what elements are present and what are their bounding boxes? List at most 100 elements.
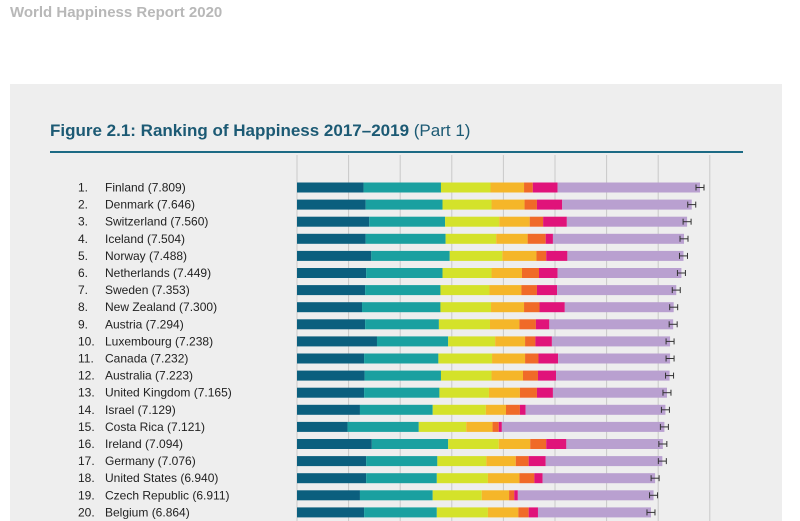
bar-segment	[501, 421, 665, 432]
country-label: Finland (7.809)	[105, 181, 186, 195]
bar-segment	[490, 182, 525, 193]
country-label: Australia (7.223)	[105, 369, 193, 383]
bar-segment	[552, 233, 684, 244]
bar-segment	[297, 456, 367, 467]
bar-segment	[481, 490, 510, 501]
bar-segment	[562, 199, 692, 210]
bar-segment	[297, 404, 360, 415]
bar-segment	[529, 216, 544, 227]
country-label: Belgium (6.864)	[105, 505, 190, 519]
country-label: Canada (7.232)	[105, 352, 188, 366]
bar-segment	[564, 302, 674, 313]
bar-segment	[440, 182, 491, 193]
bar-segment	[489, 285, 522, 296]
bar-segment	[365, 199, 443, 210]
bar-segment	[539, 302, 565, 313]
country-label: United Kingdom (7.165)	[105, 386, 232, 400]
country-label: Luxembourg (7.238)	[105, 334, 213, 348]
bar-segment	[297, 353, 365, 364]
bar-segment	[366, 268, 443, 278]
country-label: Costa Rica (7.121)	[105, 420, 205, 434]
bar-segment	[297, 182, 364, 193]
bar-segment	[297, 370, 365, 381]
title-rule	[50, 151, 743, 153]
bar-segment	[436, 507, 488, 518]
bar-segment	[505, 404, 520, 415]
bar-segment	[517, 490, 654, 501]
bar-segment	[519, 404, 526, 415]
bar-segment	[536, 250, 547, 261]
bar-segment	[359, 404, 433, 415]
bar-segment	[364, 370, 441, 381]
bar-segment	[487, 507, 519, 518]
rank-label: 8.	[78, 300, 88, 314]
bar-segment	[376, 336, 449, 347]
bar-segment	[557, 182, 700, 193]
bar-segment	[519, 319, 536, 330]
rank-label: 12.	[78, 369, 95, 383]
rank-label: 9.	[78, 317, 88, 331]
bar-segment	[532, 182, 558, 193]
bar-segment	[364, 387, 440, 398]
country-label: Sweden (7.353)	[105, 283, 190, 297]
bar-segment	[371, 250, 450, 261]
bar-segment	[445, 216, 500, 227]
bar-segment	[492, 421, 499, 432]
bar-segment	[364, 353, 439, 364]
rank-label: 20.	[78, 505, 95, 519]
rank-label: 6.	[78, 266, 88, 280]
bar-segment	[495, 336, 526, 347]
bar-segment	[297, 336, 377, 347]
bar-segment	[527, 233, 546, 244]
bar-segment	[347, 421, 419, 432]
rank-label: 2.	[78, 198, 88, 212]
bar-segment	[552, 387, 667, 398]
bar-segment	[539, 268, 558, 278]
bar-segment	[363, 182, 441, 193]
bar-segment	[546, 439, 567, 449]
country-label: Czech Republic (6.911)	[105, 488, 230, 502]
bar-segment	[518, 507, 529, 518]
bar-segment	[448, 439, 499, 449]
rank-label: 19.	[78, 488, 95, 502]
bar-segment	[448, 336, 496, 347]
bar-segment	[525, 353, 539, 364]
bar-segment	[436, 473, 488, 484]
rank-label: 1.	[78, 181, 88, 195]
bar-segment	[362, 302, 441, 313]
rank-label: 17.	[78, 454, 95, 468]
bar-segment	[366, 456, 438, 467]
bar-segment	[535, 336, 552, 347]
rank-label: 11.	[78, 352, 94, 366]
bar-segment	[297, 507, 365, 518]
bar-segment	[371, 439, 449, 449]
bar-segment	[365, 285, 441, 296]
bar-segment	[521, 268, 540, 278]
country-label: Switzerland (7.560)	[105, 215, 208, 229]
bar-segment	[546, 250, 568, 261]
bar-segment	[440, 285, 490, 296]
bar-segment	[442, 268, 492, 278]
country-label: Ireland (7.094)	[105, 437, 183, 451]
rank-label: 13.	[78, 386, 95, 400]
report-header: World Happiness Report 2020	[10, 4, 223, 21]
bar-segment	[297, 268, 367, 278]
bar-segment	[523, 370, 538, 381]
bar-segment	[297, 490, 360, 501]
bar-segment	[440, 370, 492, 381]
bar-segment	[524, 182, 533, 193]
bar-segment	[487, 473, 520, 484]
rank-label: 3.	[78, 215, 88, 229]
bar-segment	[489, 319, 520, 330]
bar-segment	[365, 319, 439, 330]
bar-segment	[485, 404, 506, 415]
bar-segment	[502, 250, 537, 261]
bar-segment	[530, 439, 547, 449]
bar-segment	[297, 421, 348, 432]
bar-segment	[524, 302, 540, 313]
bar-segment	[442, 199, 492, 210]
bar-segment	[297, 439, 372, 449]
bar-segment	[297, 199, 366, 210]
bar-segment	[440, 302, 492, 313]
